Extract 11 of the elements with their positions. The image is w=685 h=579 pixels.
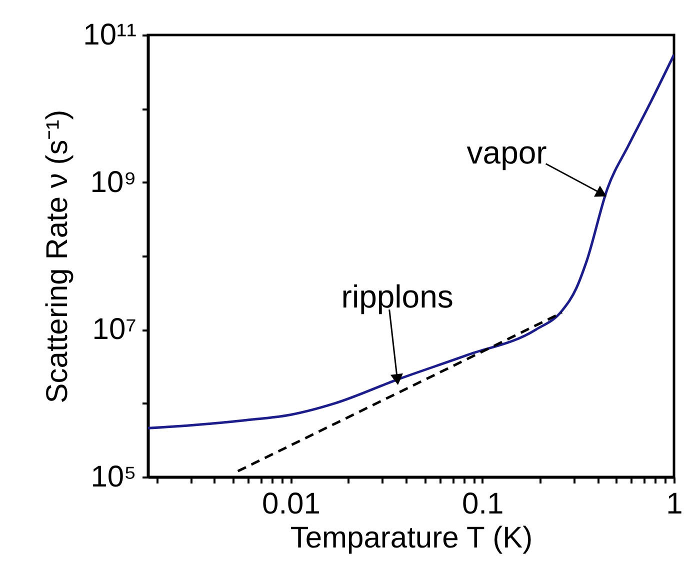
y-axis-title: Scattering Rate ν (s⁻¹)	[41, 110, 74, 404]
y-tick-label: 10¹¹	[83, 18, 136, 52]
x-axis-title: Temparature T (K)	[290, 522, 533, 554]
annotation: ripplons	[341, 278, 454, 315]
y-tick-label: 10⁵	[90, 460, 136, 494]
y-tick-label: 10⁷	[92, 313, 136, 346]
x-tick-label: 1	[666, 488, 683, 520]
annotation: vapor	[466, 134, 548, 171]
x-tick-label: 0.01	[262, 488, 320, 520]
x-tick-label: 0.1	[462, 488, 504, 520]
y-tick-label: 10⁹	[90, 166, 136, 199]
